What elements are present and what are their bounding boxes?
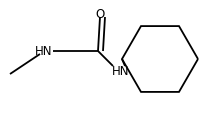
- Text: O: O: [95, 8, 104, 21]
- Text: HN: HN: [34, 45, 52, 58]
- Text: HN: HN: [111, 65, 129, 78]
